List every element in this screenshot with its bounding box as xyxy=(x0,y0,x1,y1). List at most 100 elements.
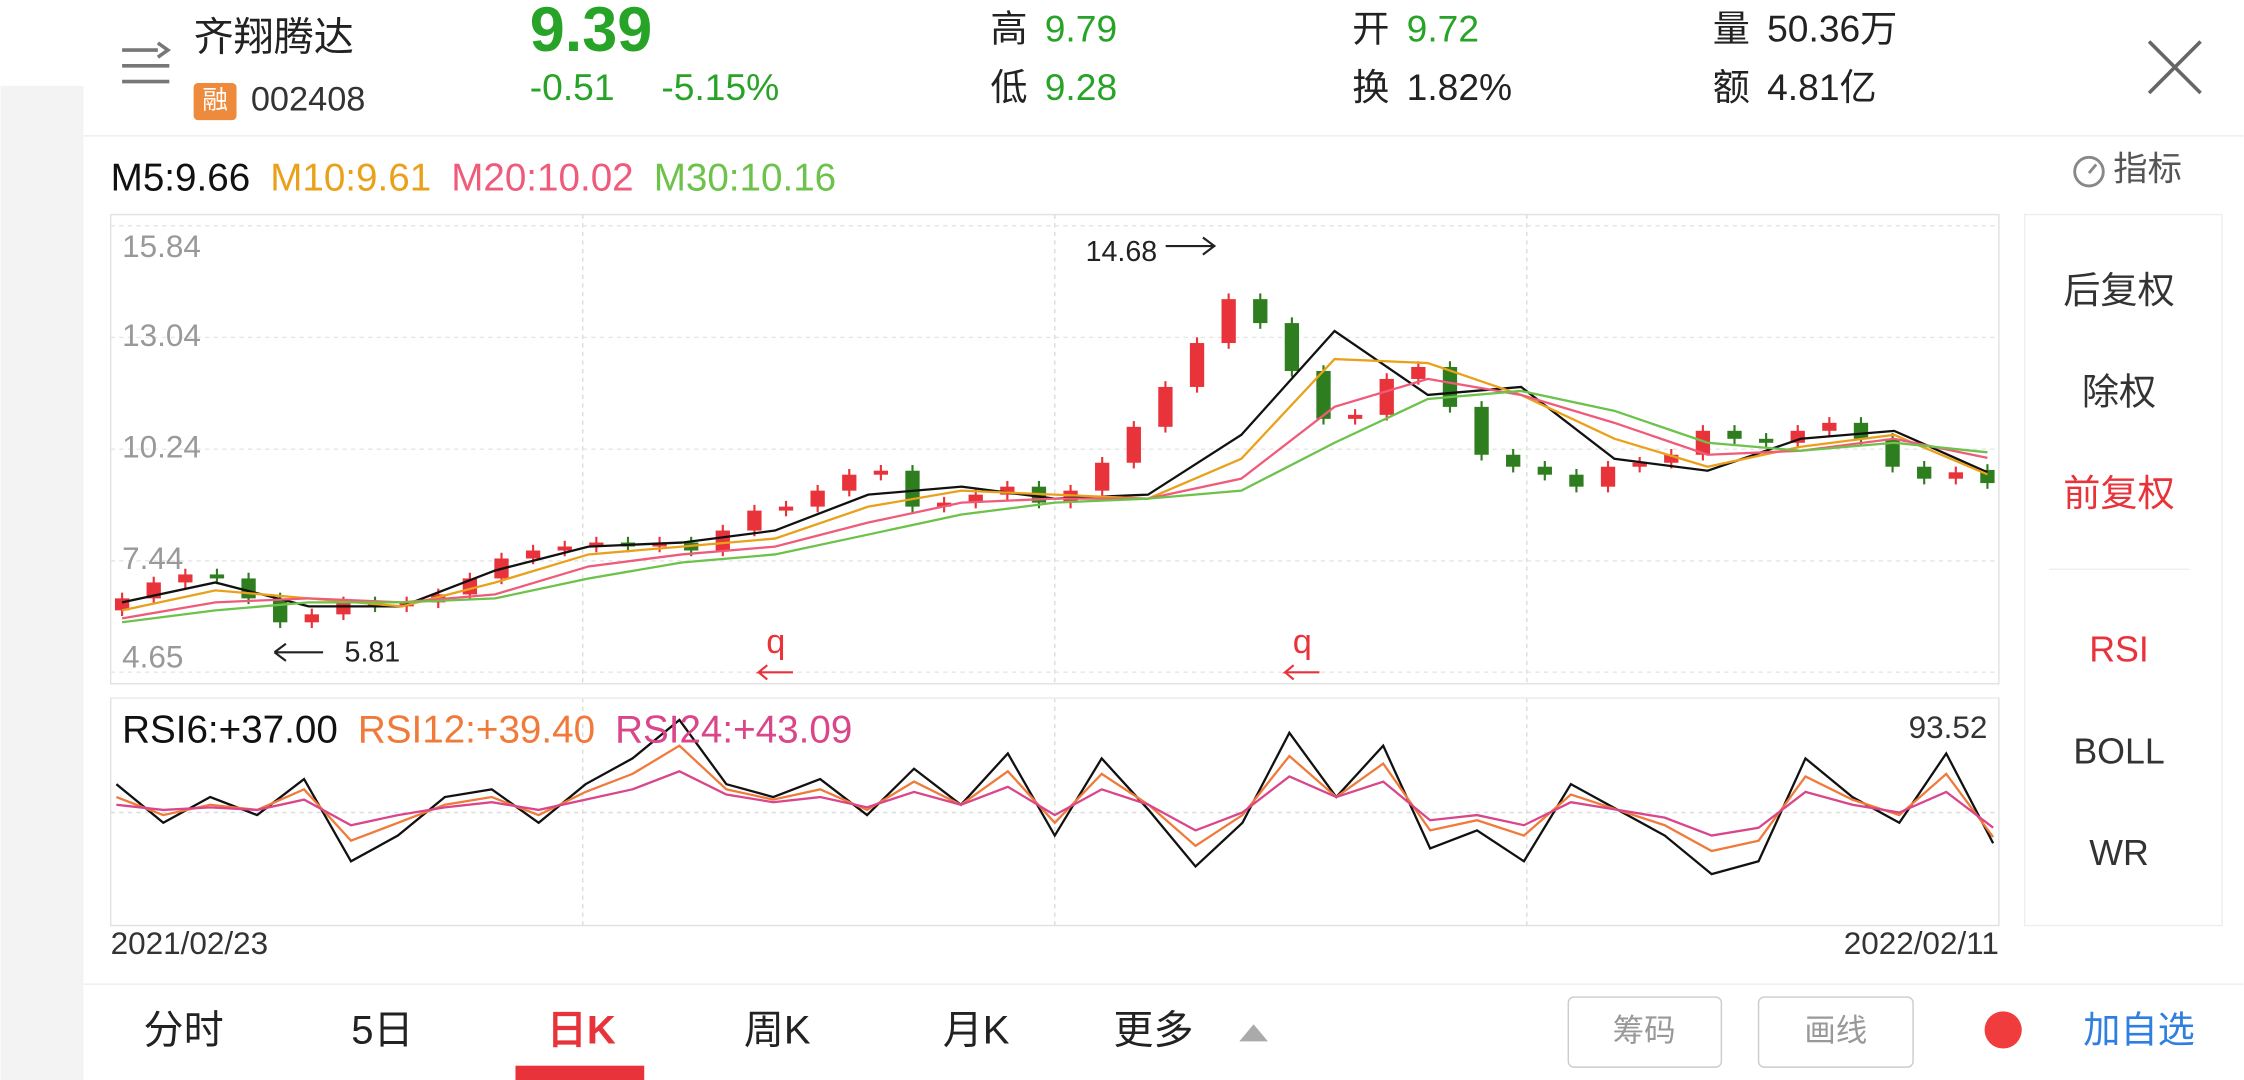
tab[interactable]: 周K xyxy=(744,1008,811,1052)
candle-body xyxy=(1000,486,1015,495)
y-tick-label: 13.04 xyxy=(122,318,201,353)
menu-icon[interactable] xyxy=(122,41,171,84)
stat-value: 4.81亿 xyxy=(1767,66,1877,108)
candle-body xyxy=(1822,422,1837,431)
candle-body xyxy=(1537,466,1552,475)
indicator-option[interactable]: BOLL xyxy=(2073,731,2164,771)
date-label: 2021/02/23 xyxy=(111,926,269,961)
y-tick-label: 7.44 xyxy=(122,541,183,576)
q-marker: q xyxy=(766,623,785,661)
candle-body xyxy=(905,470,920,507)
stock-code: 002408 xyxy=(251,81,366,119)
tool-button[interactable]: 筹码 xyxy=(1613,1013,1676,1048)
indicator-option[interactable]: WR xyxy=(2089,833,2149,873)
candle-body xyxy=(525,550,541,559)
tab[interactable]: 更多 xyxy=(1113,1008,1193,1052)
candle-body xyxy=(778,506,794,511)
y-tick-label: 10.24 xyxy=(122,429,201,464)
add-icon[interactable] xyxy=(1984,1011,2022,1049)
add-watch[interactable]: 加自选 xyxy=(2083,1009,2195,1051)
v-grid xyxy=(110,214,1999,926)
button-frame[interactable] xyxy=(1757,996,1914,1068)
side-panel xyxy=(2023,213,2223,927)
date-label: 2022/02/11 xyxy=(1844,926,1999,961)
candle-body xyxy=(1664,454,1679,463)
stat-label: 额 xyxy=(1713,66,1750,108)
stat-label: 换 xyxy=(1352,66,1389,108)
candle-body xyxy=(589,542,604,547)
stat-label: 量 xyxy=(1713,7,1750,49)
candle-body xyxy=(1948,472,1963,479)
candle-body xyxy=(1695,430,1711,455)
ma-line xyxy=(121,377,1988,620)
stat-label: 高 xyxy=(990,7,1027,49)
ma-line xyxy=(121,389,1988,624)
left-strip xyxy=(0,85,84,1080)
legend-entry: M20:10.02 xyxy=(451,156,633,199)
candle-body xyxy=(1221,299,1236,344)
candle-body xyxy=(1126,426,1141,463)
y-tick-label: 93.52 xyxy=(1909,710,1988,745)
candle-body xyxy=(873,470,889,475)
candle-body xyxy=(336,602,351,615)
stat-value: 1.82% xyxy=(1407,66,1512,108)
candle-body xyxy=(241,578,256,599)
legend-entry: M5:9.66 xyxy=(111,156,251,199)
price: 9.39 xyxy=(530,0,653,65)
stat-value: 9.28 xyxy=(1045,66,1117,108)
button-frame[interactable] xyxy=(1567,996,1723,1068)
stat-value: 50.36万 xyxy=(1767,7,1897,49)
candle-body xyxy=(1347,414,1363,419)
candle-body xyxy=(1284,323,1300,371)
change: -0.51 xyxy=(530,66,615,108)
tool-button[interactable]: 画线 xyxy=(1804,1013,1867,1048)
tab[interactable]: 日K xyxy=(547,1008,616,1052)
tab[interactable]: 月K xyxy=(943,1008,1010,1052)
candle-body xyxy=(1474,406,1489,455)
adjust-option[interactable]: 后复权 xyxy=(2063,269,2175,311)
legend-entry: RSI12:+39.40 xyxy=(358,709,595,752)
low-label: 5.81 xyxy=(345,636,401,668)
rsi-line xyxy=(116,770,1994,837)
q-marker: q xyxy=(1293,623,1312,661)
stat-label: 开 xyxy=(1352,7,1389,49)
stat-value: 9.79 xyxy=(1045,7,1117,49)
candle-body xyxy=(304,614,319,623)
ma-line xyxy=(121,357,1988,612)
stat-value: 9.72 xyxy=(1407,7,1479,49)
indicator-button[interactable]: 指标 xyxy=(2073,151,2182,189)
q-arrow xyxy=(755,664,793,681)
candle-body xyxy=(936,502,952,507)
high-label: 14.68 xyxy=(1086,236,1158,268)
tab-underline xyxy=(515,1065,645,1080)
candle-body xyxy=(1632,462,1647,467)
candle-body xyxy=(842,474,857,491)
candle-body xyxy=(1063,490,1078,503)
stat-label: 低 xyxy=(990,66,1027,108)
stock-name: 齐翔腾达 xyxy=(194,16,354,60)
y-tick-label: 15.84 xyxy=(122,229,201,264)
indicator-label[interactable]: 指标 xyxy=(2113,151,2182,189)
candle-body xyxy=(1885,438,1900,467)
adjust-option[interactable]: 除权 xyxy=(2082,371,2156,413)
indicator-option[interactable]: RSI xyxy=(2089,630,2149,670)
close-button[interactable] xyxy=(2147,40,2202,95)
change-pct: -5.15% xyxy=(661,66,779,108)
candle-body xyxy=(557,546,572,551)
candle-body xyxy=(1853,422,1869,439)
tab[interactable]: 分时 xyxy=(144,1008,224,1052)
candle-body xyxy=(1917,466,1932,479)
adjust-option[interactable]: 前复权 xyxy=(2063,472,2175,514)
badge-bg xyxy=(193,82,237,121)
tab[interactable]: 5日 xyxy=(351,1008,413,1052)
candle-body xyxy=(715,530,730,551)
legend-entry: RSI24:+43.09 xyxy=(615,709,852,752)
legend-entry: M30:10.16 xyxy=(654,156,836,199)
q-arrow xyxy=(1282,664,1320,681)
badge: 融 xyxy=(202,85,228,114)
candle-body xyxy=(968,494,983,503)
candle-body xyxy=(1253,299,1268,324)
candle-body xyxy=(178,574,193,583)
